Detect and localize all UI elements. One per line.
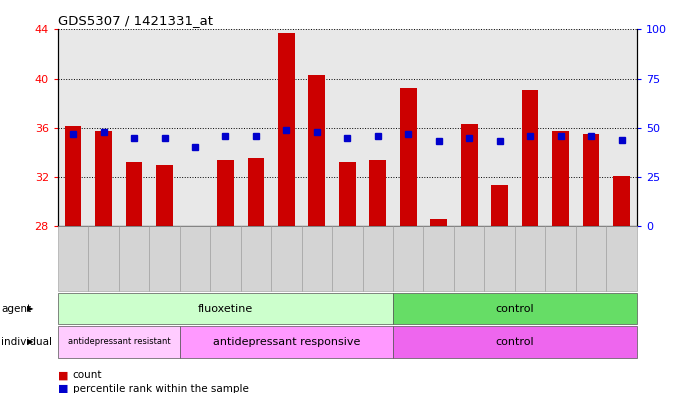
- Text: GSM1059580: GSM1059580: [282, 230, 291, 286]
- Bar: [95, 131, 112, 226]
- Bar: [339, 162, 355, 226]
- Text: percentile rank within the sample: percentile rank within the sample: [73, 384, 249, 393]
- Text: ■: ■: [58, 370, 68, 380]
- Text: ▶: ▶: [27, 338, 34, 346]
- Bar: [308, 75, 326, 226]
- Bar: [461, 124, 477, 226]
- Text: GSM1059581: GSM1059581: [313, 230, 321, 286]
- Text: GSM1059561: GSM1059561: [404, 230, 413, 286]
- Text: GSM1059563: GSM1059563: [464, 230, 474, 286]
- Bar: [126, 162, 142, 226]
- Text: control: control: [496, 337, 534, 347]
- Text: fluoxetine: fluoxetine: [197, 303, 253, 314]
- Bar: [187, 226, 204, 227]
- Text: ▶: ▶: [27, 304, 34, 313]
- Bar: [430, 219, 447, 226]
- Text: GSM1059583: GSM1059583: [373, 230, 382, 286]
- Text: GSM1059568: GSM1059568: [617, 230, 626, 286]
- Text: ■: ■: [58, 384, 68, 393]
- Text: GSM1059591: GSM1059591: [69, 231, 78, 286]
- Text: control: control: [496, 303, 534, 314]
- Bar: [217, 160, 234, 226]
- Text: GSM1059594: GSM1059594: [160, 231, 169, 286]
- Bar: [369, 160, 386, 226]
- Text: agent: agent: [1, 303, 31, 314]
- Text: GSM1059593: GSM1059593: [129, 230, 138, 286]
- Bar: [278, 33, 295, 226]
- Text: GSM1059577: GSM1059577: [191, 230, 200, 286]
- Bar: [400, 88, 417, 226]
- Text: GSM1059592: GSM1059592: [99, 231, 108, 286]
- Bar: [65, 127, 82, 226]
- Bar: [491, 185, 508, 226]
- Bar: [522, 90, 539, 226]
- Bar: [613, 176, 630, 226]
- Text: count: count: [73, 370, 102, 380]
- Text: GSM1059567: GSM1059567: [586, 230, 596, 286]
- Text: GSM1059578: GSM1059578: [221, 230, 230, 286]
- Text: antidepressant resistant: antidepressant resistant: [67, 338, 170, 346]
- Bar: [156, 165, 173, 226]
- Text: GSM1059562: GSM1059562: [434, 230, 443, 286]
- Text: GSM1059564: GSM1059564: [495, 230, 504, 286]
- Text: GSM1059565: GSM1059565: [526, 230, 535, 286]
- Bar: [583, 134, 599, 226]
- Text: individual: individual: [1, 337, 52, 347]
- Text: GDS5307 / 1421331_at: GDS5307 / 1421331_at: [58, 14, 213, 27]
- Text: GSM1059566: GSM1059566: [556, 230, 565, 286]
- Text: GSM1059582: GSM1059582: [343, 230, 352, 286]
- Text: GSM1059579: GSM1059579: [251, 230, 260, 286]
- Bar: [247, 158, 264, 226]
- Text: antidepressant responsive: antidepressant responsive: [212, 337, 360, 347]
- Bar: [552, 131, 569, 226]
